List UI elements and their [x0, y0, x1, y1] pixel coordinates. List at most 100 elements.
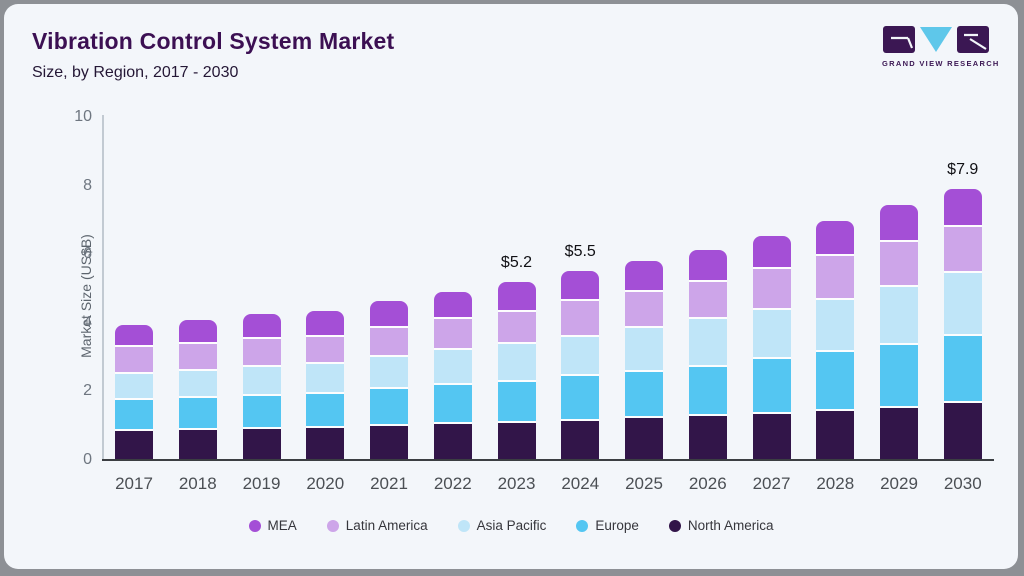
- bar-segment-europe-2019: [242, 395, 281, 430]
- bar-segment-mea-2025: [625, 261, 663, 292]
- bar-segment-mea-2024: [561, 271, 600, 301]
- x-axis-label-2027: 2027: [752, 474, 791, 493]
- bar-segment-mea-2018: [178, 320, 217, 345]
- gvr-logo-icon: [883, 26, 989, 53]
- legend-label: MEA: [267, 518, 297, 533]
- bar-segment-asia-pacific-2021: [370, 356, 408, 390]
- value-label-2024: $5.5: [564, 243, 596, 261]
- y-tick-label: 0: [83, 451, 92, 468]
- bar-segment-europe-2029: [880, 345, 918, 408]
- x-axis-label-2019: 2019: [242, 474, 281, 493]
- bar-segment-europe-2020: [306, 394, 345, 429]
- bar-2022: [433, 291, 472, 460]
- bar-segment-europe-2017: [115, 399, 153, 431]
- bar-segment-mea-2022: [433, 291, 472, 320]
- bar-segment-asia-pacific-2023: [497, 344, 536, 382]
- bar-segment-mea-2029: [880, 205, 918, 243]
- gvr-logo-text: GRAND VIEW RESEARCH: [882, 59, 1000, 68]
- bar-2023: [497, 281, 536, 460]
- bar-segment-mea-2027: [752, 236, 791, 270]
- bar-segment-latin-america-2025: [625, 291, 663, 329]
- bar-2024: [561, 271, 600, 460]
- bar-segment-north-america-2024: [561, 420, 600, 460]
- legend-label: Latin America: [345, 518, 428, 533]
- y-tick-label: 8: [83, 176, 92, 194]
- y-axis-line: [102, 115, 104, 460]
- bar-segment-north-america-2029: [880, 407, 918, 460]
- x-axis-label-2026: 2026: [688, 474, 727, 493]
- bar-segment-north-america-2028: [816, 410, 855, 460]
- bar-2025: [625, 261, 663, 460]
- bar-segment-north-america-2027: [752, 414, 791, 460]
- bar-segment-latin-america-2030: [943, 226, 982, 274]
- bar-segment-europe-2018: [178, 398, 217, 431]
- bar-segment-asia-pacific-2019: [242, 367, 281, 396]
- bar-2021: [370, 300, 408, 460]
- value-label-2030: $7.9: [947, 161, 979, 179]
- bar-segment-latin-america-2017: [115, 346, 153, 375]
- bar-2018: [178, 320, 217, 460]
- legend-item-mea: MEA: [248, 518, 297, 533]
- chart-legend: MEA Latin America Asia Pacific Europe North …: [4, 518, 1018, 533]
- legend-dot-icon: [326, 519, 339, 532]
- bar-segment-asia-pacific-2027: [752, 310, 791, 360]
- bar-segment-north-america-2019: [242, 429, 281, 460]
- legend-label: North America: [687, 518, 774, 533]
- x-axis-label-2022: 2022: [433, 474, 472, 493]
- legend-dot-icon: [248, 519, 261, 532]
- bar-segment-north-america-2017: [115, 430, 153, 460]
- x-axis-label-2020: 2020: [306, 474, 345, 493]
- bar-segment-asia-pacific-2030: [943, 273, 982, 337]
- bar-segment-europe-2030: [943, 336, 982, 404]
- bar-segment-asia-pacific-2020: [306, 363, 345, 395]
- x-axis-label-2030: 2030: [943, 474, 982, 493]
- bar-segment-mea-2030: [943, 189, 982, 227]
- bar-2030: [943, 189, 982, 460]
- bar-segment-latin-america-2020: [306, 336, 345, 364]
- bar-segment-mea-2023: [497, 281, 536, 313]
- bar-2027: [752, 236, 791, 460]
- x-axis-label-2024: 2024: [561, 474, 600, 493]
- value-label-2023: $5.2: [500, 253, 533, 271]
- grand-view-research-logo: GRAND VIEW RESEARCH: [882, 24, 1000, 68]
- bar-segment-latin-america-2027: [752, 269, 791, 311]
- x-axis-label-2025: 2025: [625, 474, 663, 493]
- y-tick-label: 10: [74, 108, 92, 125]
- bar-segment-europe-2021: [370, 389, 408, 427]
- bar-segment-asia-pacific-2024: [561, 336, 600, 376]
- legend-item-north-america: North America: [668, 518, 774, 533]
- bar-segment-europe-2025: [625, 372, 663, 419]
- bar-segment-mea-2028: [816, 220, 855, 257]
- x-axis-label-2023: 2023: [497, 474, 536, 493]
- bar-segment-north-america-2030: [943, 403, 982, 460]
- bar-segment-mea-2021: [370, 300, 408, 329]
- legend-label: Europe: [595, 518, 639, 533]
- bar-2029: [880, 205, 918, 460]
- bar-segment-asia-pacific-2017: [115, 374, 153, 400]
- bar-segment-north-america-2025: [625, 418, 663, 460]
- bar-segment-north-america-2023: [497, 422, 536, 460]
- bar-segment-mea-2017: [115, 324, 153, 347]
- bar-segment-asia-pacific-2029: [880, 286, 918, 346]
- legend-dot-icon: [576, 519, 589, 532]
- bar-segment-europe-2022: [433, 384, 472, 424]
- legend-dot-icon: [668, 519, 681, 532]
- bar-2026: [688, 250, 727, 460]
- bar-segment-europe-2026: [688, 366, 727, 417]
- y-tick-label: 4: [83, 313, 92, 331]
- bar-segment-asia-pacific-2018: [178, 371, 217, 399]
- bar-segment-north-america-2020: [306, 428, 345, 460]
- bar-segment-asia-pacific-2028: [816, 300, 855, 353]
- bar-segment-mea-2020: [306, 310, 345, 337]
- bar-segment-north-america-2026: [688, 416, 727, 460]
- legend-label: Asia Pacific: [476, 518, 547, 533]
- stacked-bar-chart: 0 2 4 6 8 10 2017 2018 2019 2020 2021 2022 2023 $5.2 2…: [4, 4, 1018, 569]
- y-tick-label: 2: [83, 382, 92, 400]
- bar-segment-mea-2026: [688, 250, 727, 282]
- bar-segment-mea-2019: [242, 314, 281, 339]
- bar-2017: [115, 324, 153, 460]
- bar-segment-north-america-2021: [370, 426, 408, 460]
- bar-segment-latin-america-2028: [816, 256, 855, 301]
- chart-card: Vibration Control System Market Size, by…: [4, 4, 1018, 569]
- x-axis-label-2018: 2018: [178, 474, 217, 493]
